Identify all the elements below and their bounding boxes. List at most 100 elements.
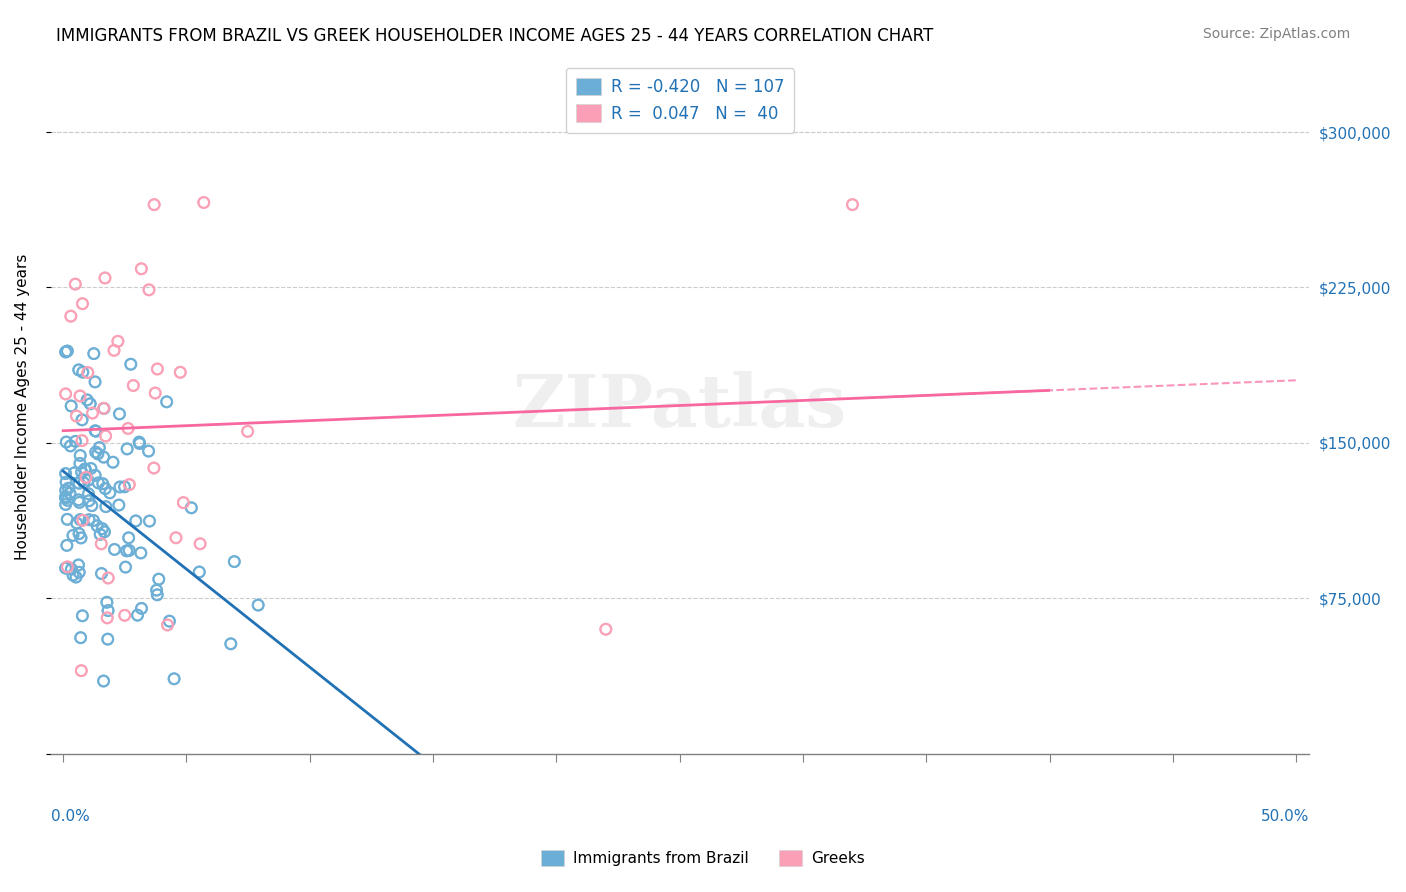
Point [96,611,118,625]
Text: 0.0%: 0.0% [51,809,90,824]
Point [69,449,91,463]
Point [60,562,83,576]
Point [94,429,117,443]
Point [63,466,86,480]
Point [67,363,90,377]
Point [77,473,100,487]
Point [193,195,215,210]
Point [55,467,77,481]
Point [69,513,91,527]
Point [72,608,94,623]
Point [72,296,94,310]
Point [94,271,117,285]
Point [72,296,94,310]
Point [93,401,115,416]
Point [79,397,101,411]
Point [125,514,148,528]
Point [83,346,105,360]
Point [65,434,87,449]
Point [70,664,93,678]
Point [107,334,129,349]
Point [108,480,131,494]
Point [56,344,79,359]
Point [146,588,169,602]
Point [55,435,77,450]
Point [59,486,82,500]
Point [80,461,103,475]
Point [72,365,94,379]
Point [55,387,77,401]
Point [114,608,136,623]
Point [75,462,97,476]
Point [65,434,87,449]
Point [70,531,93,545]
Point [595,622,617,636]
Point [77,513,100,527]
Point [66,516,89,530]
Point [188,565,211,579]
Point [93,401,115,416]
Point [87,475,110,490]
Point [125,514,148,528]
Point [115,544,138,558]
Point [143,386,166,401]
Point [55,491,77,505]
Point [84,445,107,459]
Point [115,544,138,558]
Point [69,457,91,471]
Point [77,473,100,487]
Point [128,435,150,450]
Point [180,500,202,515]
Point [115,442,138,456]
Point [56,538,79,552]
Text: 50.0%: 50.0% [1260,809,1309,824]
Point [117,421,139,435]
Point [108,498,131,512]
Point [96,595,118,609]
Point [56,493,79,508]
Point [73,475,96,490]
Point [91,522,114,536]
Point [90,537,112,551]
Point [103,343,125,358]
Point [131,601,153,615]
Point [94,500,117,514]
Point [148,572,170,586]
Point [83,514,105,528]
Point [55,475,77,490]
Point [91,476,114,491]
Point [128,436,150,450]
Point [188,537,211,551]
Point [70,465,93,479]
Point [55,561,77,575]
Point [169,365,191,379]
Point [145,583,167,598]
Point [165,531,187,545]
Point [87,447,110,461]
Text: Source: ZipAtlas.com: Source: ZipAtlas.com [1202,27,1350,41]
Point [93,524,115,539]
Point [143,197,166,211]
Point [595,622,617,636]
Legend: Immigrants from Brazil, Greeks: Immigrants from Brazil, Greeks [531,841,875,875]
Point [128,435,150,450]
Point [98,486,121,500]
Point [73,475,96,490]
Point [65,409,87,423]
Point [93,450,115,464]
Point [65,277,87,292]
Point [55,467,77,481]
Point [93,401,115,416]
Point [56,559,79,574]
Point [97,603,120,617]
Point [58,481,80,495]
Point [172,495,194,509]
Point [84,375,107,389]
Point [114,608,136,623]
Point [55,490,77,504]
Point [156,394,179,409]
Point [114,560,136,574]
Point [55,345,77,359]
Point [96,611,118,625]
Point [146,362,169,376]
